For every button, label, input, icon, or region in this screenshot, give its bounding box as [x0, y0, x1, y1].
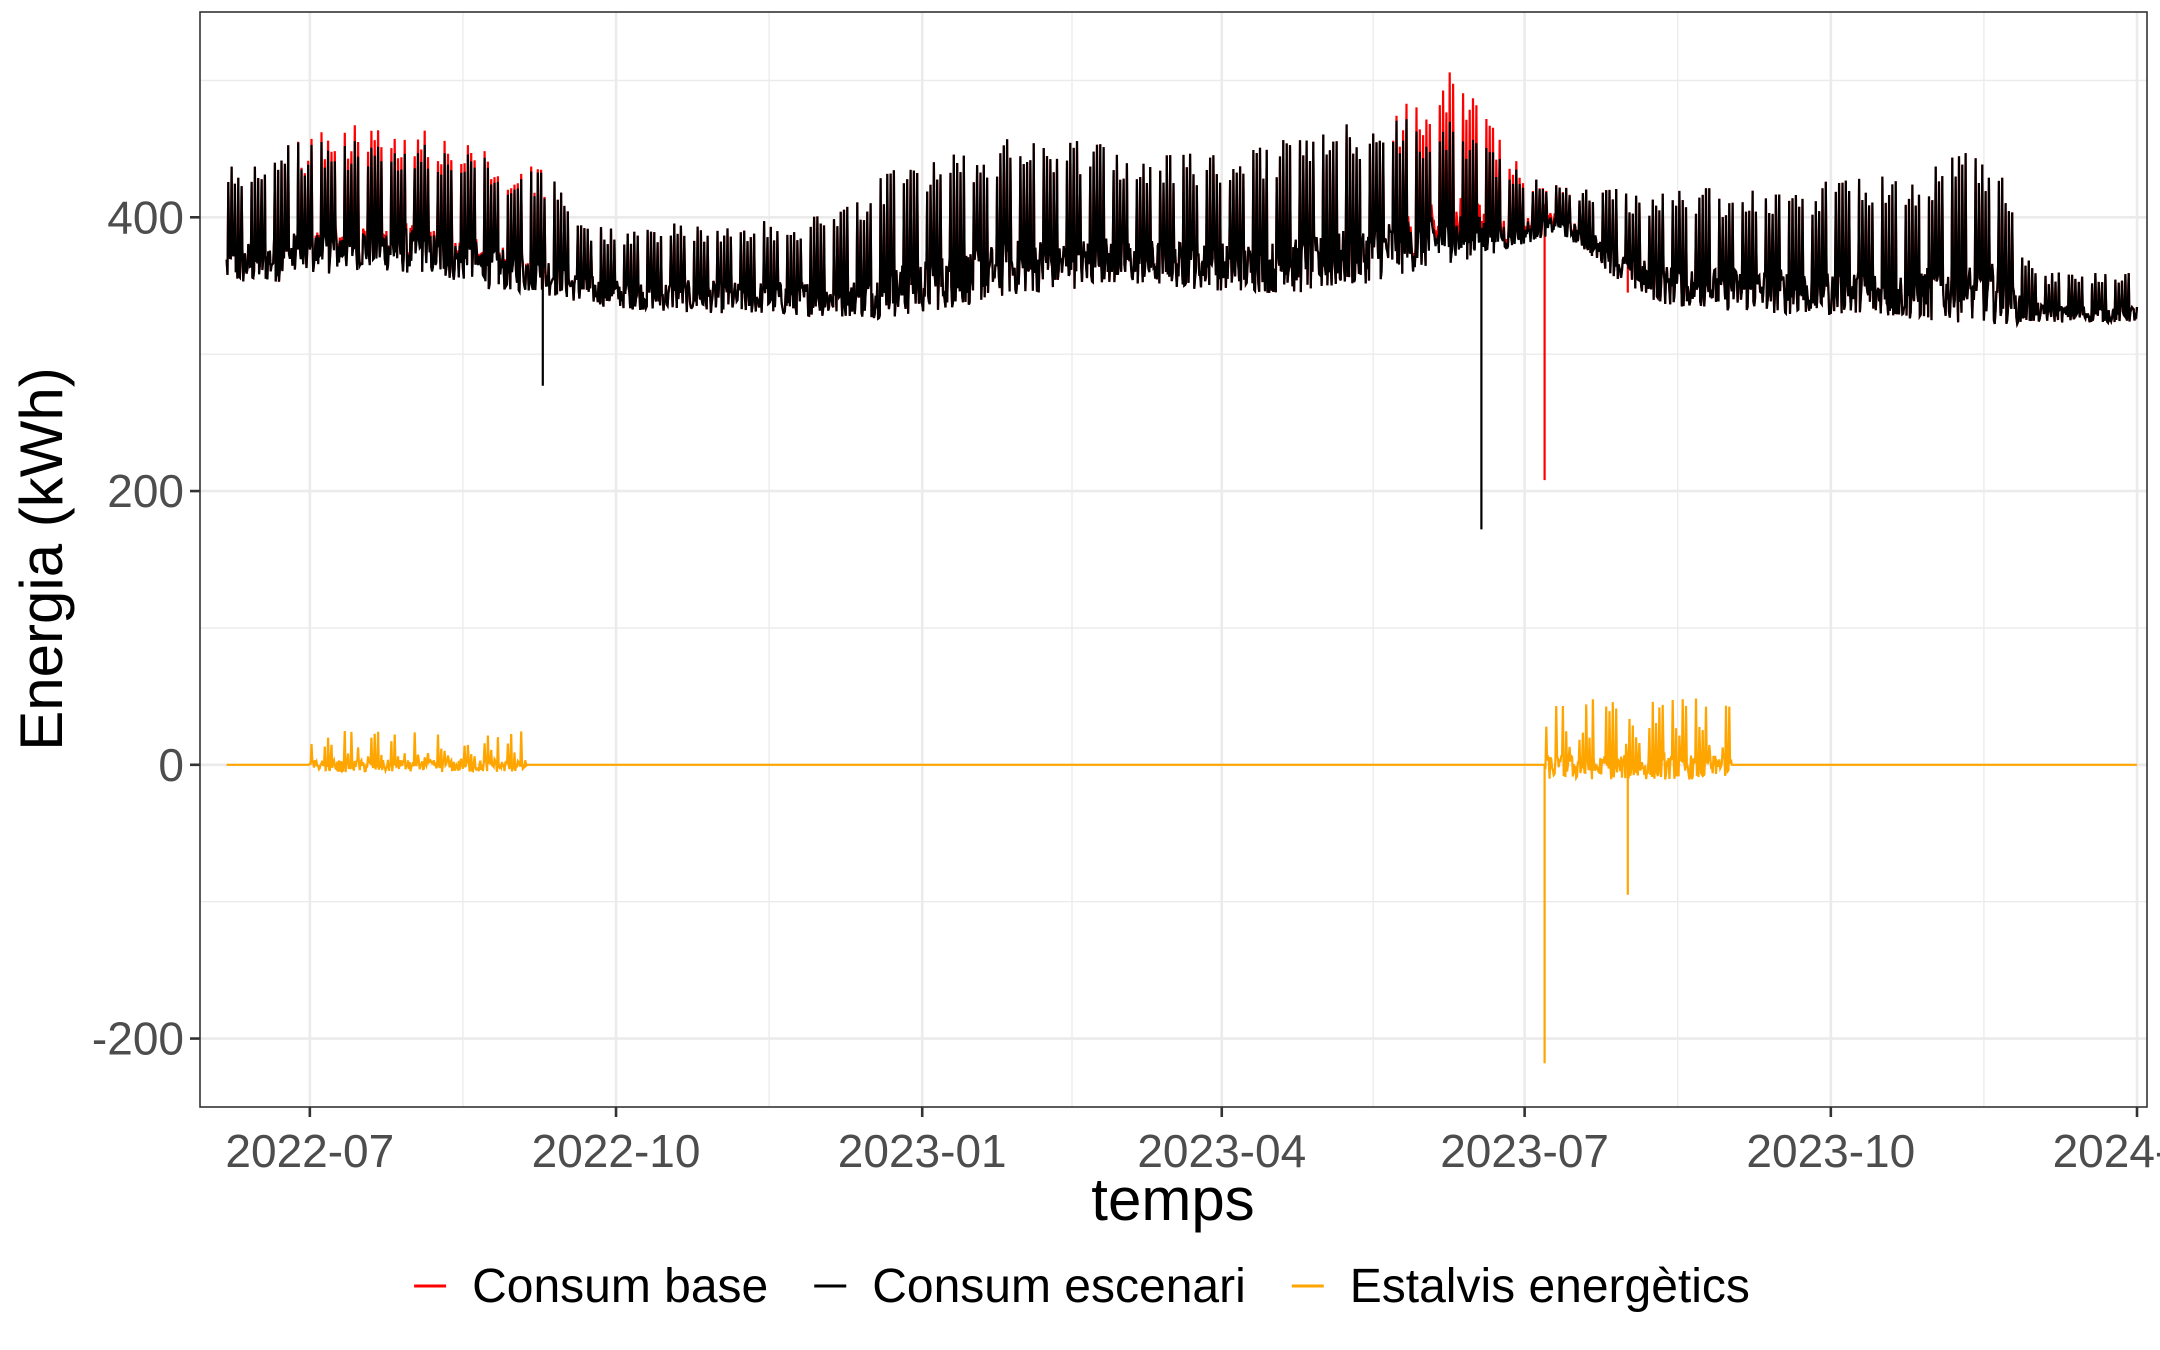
y-tick-label: 0 [158, 739, 184, 791]
plot-panel-border [199, 11, 2148, 1108]
x-axis: 2022-07 2022-10 2023-01 2023-04 2023-07 2023-… [225, 1107, 2160, 1177]
x-tick-label: 2022-07 [225, 1125, 394, 1177]
legend-label: Estalvis energètics [1350, 1260, 1750, 1313]
x-tick-label: 2023-01 [838, 1125, 1007, 1177]
y-tick-label: -200 [92, 1013, 184, 1065]
legend-label: Consum base [472, 1260, 768, 1313]
y-tick-label: 400 [107, 191, 184, 243]
legend-item: Consum escenari [814, 1260, 1246, 1313]
legend-item: Estalvis energètics [1291, 1260, 1750, 1313]
minor-gridlines [200, 12, 2147, 1107]
y-axis: -200 0 200 400 [92, 191, 200, 1065]
legend-item: Consum base [414, 1260, 768, 1313]
x-tick-label: 2024-01 [2053, 1125, 2160, 1177]
x-tick-label: 2023-04 [1137, 1125, 1306, 1177]
y-axis-title: Energia (kWh) [8, 367, 75, 750]
x-axis-title: temps [1091, 1166, 1254, 1233]
series-estalvis-energetics-line [226, 698, 2137, 1064]
x-tick-label: 2023-07 [1440, 1125, 1609, 1177]
series-consum-escenari-line [225, 119, 2139, 530]
x-tick-label: 2023-10 [1746, 1125, 1915, 1177]
series-layer [225, 72, 2139, 1064]
legend: Consum base Consum escenari Estalvis energ… [414, 1260, 1750, 1313]
x-tick-label: 2022-10 [532, 1125, 701, 1177]
y-tick-label: 200 [107, 465, 184, 517]
legend-label: Consum escenari [872, 1260, 1246, 1313]
major-gridlines [200, 12, 2147, 1107]
